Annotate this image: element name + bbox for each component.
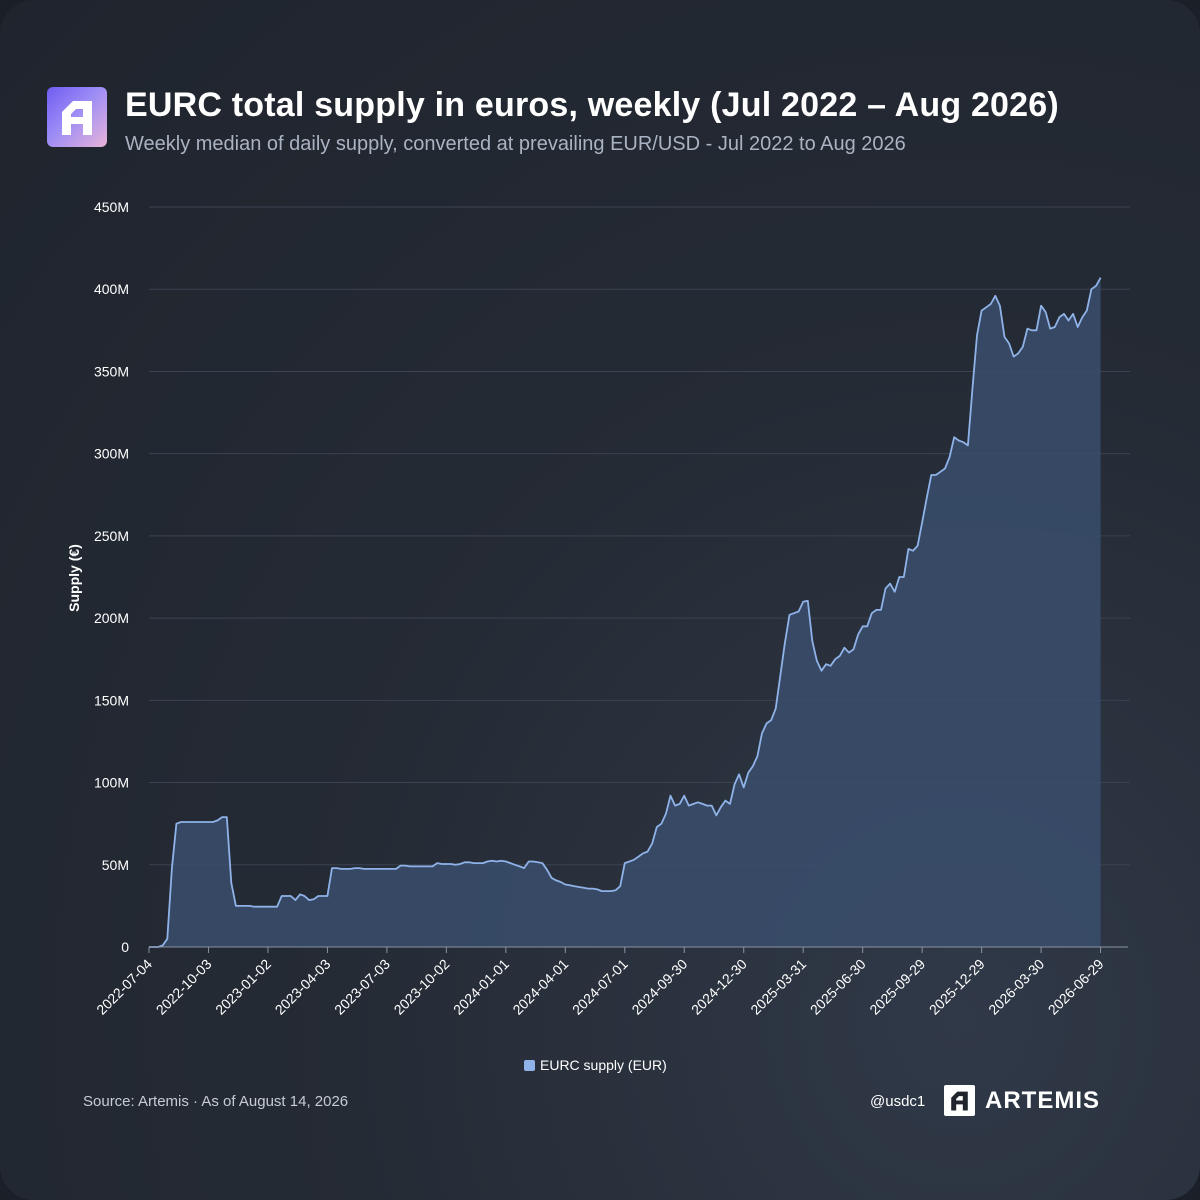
x-tick-label: 2023-04-03 (272, 956, 334, 1018)
x-tick-label: 2024-09-30 (628, 956, 690, 1018)
brand-logo: ARTEMIS (944, 1085, 1100, 1116)
y-axis-label: Supply (€) (66, 544, 82, 612)
x-tick-label: 2024-07-01 (569, 956, 631, 1018)
y-tick-label: 450M (94, 199, 129, 215)
social-handle: @usdc1 (870, 1093, 926, 1110)
y-axis-ticks: 0 50M 100M 150M 200M 250M 300M 350M 400M 450M (94, 199, 129, 955)
chart-subtitle: Weekly median of daily supply, converted… (125, 133, 906, 155)
x-tick-label: 2025-06-30 (807, 956, 869, 1018)
legend-label: EURC supply (EUR) (540, 1057, 667, 1073)
legend[interactable]: EURC supply (EUR) (524, 1057, 667, 1073)
y-tick-label: 100M (94, 775, 129, 791)
x-axis-ticks: 2022-07-042022-10-032023-01-022023-04-03… (93, 947, 1107, 1018)
artemis-logo-icon (944, 1085, 975, 1116)
y-tick-label: 200M (94, 610, 129, 626)
x-tick-label: 2024-12-30 (688, 956, 750, 1018)
x-tick-label: 2026-03-30 (985, 956, 1047, 1018)
x-tick-label: 2023-01-02 (212, 956, 274, 1018)
x-tick-label: 2022-07-04 (93, 956, 155, 1018)
legend-swatch (524, 1059, 535, 1071)
y-tick-label: 250M (94, 528, 129, 544)
x-tick-label: 2024-04-01 (509, 956, 571, 1018)
area-layer (149, 277, 1128, 948)
x-tick-label: 2025-03-31 (747, 956, 809, 1018)
y-tick-label: 150M (94, 692, 129, 708)
x-tick-label: 2025-12-29 (926, 956, 988, 1018)
series-area (149, 277, 1101, 947)
brand-name: ARTEMIS (985, 1086, 1100, 1114)
series-line (149, 277, 1102, 948)
x-tick-label: 2025-09-29 (866, 956, 928, 1018)
x-tick-label: 2024-01-01 (450, 956, 512, 1018)
chart-title: EURC total supply in euros, weekly (Jul … (125, 86, 1059, 124)
x-tick-label: 2022-10-03 (153, 956, 215, 1018)
y-tick-label: 50M (102, 857, 129, 873)
x-tick-label: 2026-06-29 (1045, 956, 1107, 1018)
y-tick-label: 400M (94, 281, 129, 297)
y-tick-label: 0 (121, 939, 129, 955)
y-tick-label: 350M (94, 363, 129, 379)
y-tick-label: 300M (94, 446, 129, 462)
source-note: Source: Artemis · As of August 14, 2026 (83, 1093, 349, 1110)
x-tick-label: 2023-07-03 (331, 956, 393, 1018)
artemis-logo-icon (47, 87, 107, 147)
x-tick-label: 2023-10-02 (391, 956, 453, 1018)
